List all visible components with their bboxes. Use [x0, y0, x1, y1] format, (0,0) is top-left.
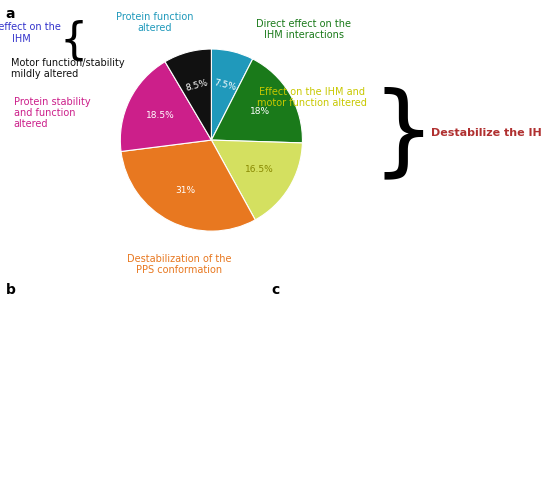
- Text: mildly altered: mildly altered: [11, 69, 78, 79]
- Text: {: {: [59, 19, 87, 63]
- Text: 31%: 31%: [176, 186, 196, 195]
- Text: c: c: [271, 283, 279, 297]
- Text: Motor function/stability: Motor function/stability: [11, 58, 125, 68]
- Text: Direct effect on the: Direct effect on the: [256, 19, 351, 29]
- Text: 18%: 18%: [250, 107, 270, 116]
- Text: altered: altered: [137, 23, 172, 33]
- Wedge shape: [211, 140, 302, 220]
- Text: 8.5%: 8.5%: [184, 78, 209, 93]
- Text: 18.5%: 18.5%: [146, 111, 175, 120]
- Text: No effect on the: No effect on the: [0, 22, 61, 32]
- Text: altered: altered: [14, 119, 48, 129]
- Text: Destabilize the IHM: Destabilize the IHM: [431, 128, 542, 138]
- Text: Protein stability: Protein stability: [14, 97, 90, 107]
- Text: and function: and function: [14, 108, 75, 118]
- Text: PPS conformation: PPS conformation: [136, 265, 222, 275]
- Text: b: b: [5, 283, 15, 297]
- Text: 7.5%: 7.5%: [212, 78, 237, 92]
- Text: motor function altered: motor function altered: [257, 98, 366, 108]
- Text: Protein function: Protein function: [116, 12, 193, 22]
- Text: Destabilization of the: Destabilization of the: [127, 254, 231, 264]
- Wedge shape: [211, 49, 253, 140]
- Text: 16.5%: 16.5%: [245, 165, 274, 174]
- Wedge shape: [165, 49, 211, 140]
- Wedge shape: [120, 62, 211, 152]
- Text: IHM: IHM: [12, 34, 31, 44]
- Text: Effect on the IHM and: Effect on the IHM and: [259, 87, 365, 97]
- Wedge shape: [211, 59, 302, 143]
- Wedge shape: [121, 140, 255, 231]
- Text: }: }: [372, 87, 435, 184]
- Text: a: a: [5, 7, 15, 21]
- Text: IHM interactions: IHM interactions: [263, 30, 344, 41]
